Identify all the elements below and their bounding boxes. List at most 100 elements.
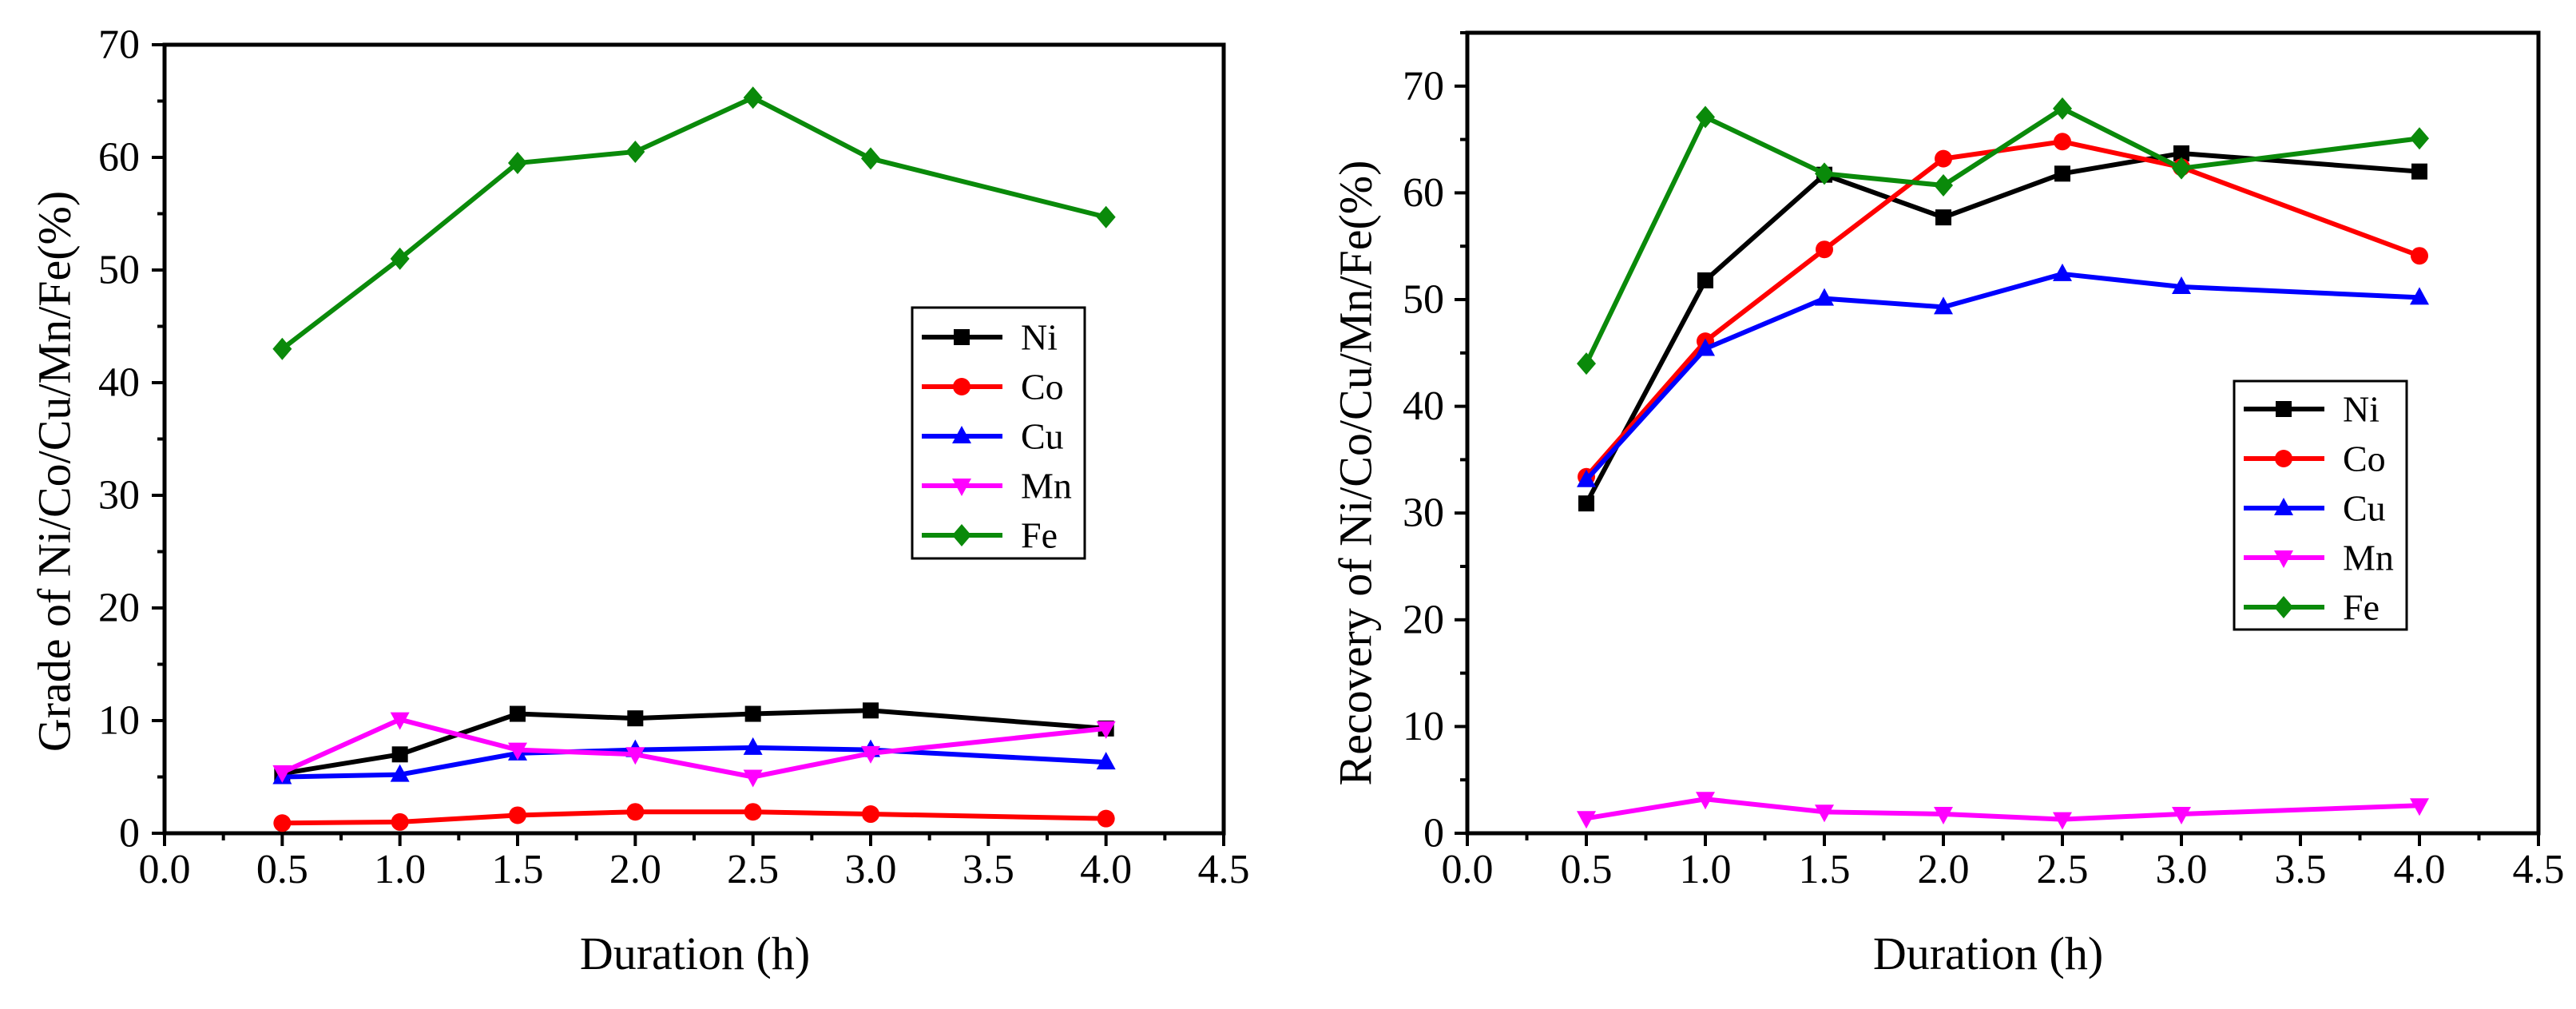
data-point-ni (863, 702, 879, 719)
y-tick-label: 30 (98, 473, 140, 518)
data-point-ni (2173, 145, 2189, 161)
data-point-fe (861, 147, 880, 170)
legend-marker-fe (952, 524, 971, 546)
legend-label-ni: Ni (1021, 317, 1058, 358)
data-point-fe (1815, 162, 1834, 185)
legend-label-mn: Mn (2343, 538, 2394, 578)
series-mn (272, 712, 1116, 788)
data-point-mn (1696, 792, 1715, 810)
data-point-co (1816, 240, 1833, 259)
data-point-ni (510, 705, 526, 722)
x-tick-label: 0.0 (1442, 847, 1494, 892)
legend-label-co: Co (2343, 439, 2386, 479)
data-point-mn (743, 769, 763, 788)
data-point-ni (1578, 495, 1594, 512)
legend-marker-co (953, 378, 970, 395)
data-point-cu (1815, 288, 1834, 306)
data-point-co (626, 803, 645, 821)
data-point-cu (1934, 296, 1953, 315)
legend-marker-co (2275, 450, 2292, 467)
series-fe (272, 86, 1116, 360)
y-tick-label: 60 (1403, 170, 1444, 216)
x-tick-label: 2.5 (727, 847, 779, 892)
x-tick-label: 0.0 (139, 847, 191, 892)
legend-label-fe: Fe (1021, 515, 1058, 556)
data-point-cu (2053, 263, 2072, 281)
x-tick-label: 1.5 (1799, 847, 1851, 892)
x-tick-label: 2.5 (2037, 847, 2089, 892)
data-point-fe (1577, 352, 1596, 375)
data-point-fe (2053, 97, 2072, 120)
data-point-co (509, 806, 526, 824)
legend-box (911, 306, 1086, 560)
recovery-chart: 0.0 0.5 1.0 1.5 2.0 2.5 3.0 3.5 4.0 4.5 0 10 20 30 40 5… (1330, 30, 2565, 979)
data-point-fe (625, 140, 645, 163)
legend: Ni Co Cu Mn Fe (911, 306, 1086, 560)
data-point-fe (508, 152, 527, 175)
y-tick-label: 60 (98, 135, 140, 181)
data-point-fe (2172, 157, 2191, 180)
series-mn (1577, 792, 2429, 830)
y-tick-label: 50 (1403, 277, 1444, 323)
y-tick-label: 0 (1423, 811, 1444, 856)
data-point-mn (390, 712, 410, 730)
series-ni (1578, 145, 2427, 512)
data-point-ni (627, 710, 644, 727)
data-point-co (744, 803, 762, 821)
data-point-co (2411, 247, 2428, 265)
y-axis-label: Grade of Ni/Co/Cu/Mn/Fe(%) (29, 191, 81, 752)
data-point-mn (2172, 806, 2191, 824)
data-point-mn (861, 745, 880, 764)
data-point-co (1935, 149, 1952, 168)
legend: Ni Co Cu Mn Fe (2233, 379, 2408, 631)
legend-marker-ni (954, 329, 970, 345)
data-point-mn (1815, 804, 1834, 823)
y-tick-label: 10 (1403, 704, 1444, 749)
y-tick-label: 30 (1403, 491, 1444, 536)
grade-chart: 0.0 0.5 1.0 1.5 2.0 2.5 3.0 3.5 4.0 4.5 0 10 20 30 40 5… (29, 22, 1250, 980)
x-axis-label: Duration (h) (580, 928, 810, 979)
series-fe (1577, 97, 2429, 375)
x-tick-label: 2.0 (1918, 847, 1970, 892)
data-point-mn (1934, 806, 1953, 824)
data-point-co (2054, 133, 2071, 151)
data-point-cu (1096, 752, 1116, 770)
y-tick-label: 20 (98, 586, 140, 631)
legend-marker-fe (2274, 596, 2293, 618)
x-tick-label: 4.5 (2513, 847, 2565, 892)
legend-label-cu: Cu (1021, 416, 1064, 457)
x-tick-label: 1.5 (492, 847, 544, 892)
x-tick-label: 3.5 (963, 847, 1014, 892)
x-axis-label: Duration (h) (1873, 928, 2103, 979)
data-point-mn (1577, 811, 1596, 829)
data-point-cu (1696, 338, 1715, 356)
legend-label-fe: Fe (2343, 587, 2380, 628)
data-point-fe (272, 337, 292, 360)
data-point-ni (1697, 272, 1713, 288)
data-point-mn (1096, 721, 1116, 739)
x-tick-label: 3.0 (845, 847, 897, 892)
x-tick-label: 2.0 (609, 847, 661, 892)
y-tick-label: 40 (1403, 383, 1444, 429)
data-point-mn (272, 765, 292, 783)
legend-marker-mn (952, 479, 971, 496)
legend-label-ni: Ni (2343, 389, 2380, 430)
data-point-co (391, 812, 409, 831)
data-point-fe (1934, 174, 1953, 197)
legend-label-mn: Mn (1021, 466, 1072, 506)
legend-label-co: Co (1021, 367, 1064, 407)
y-tick-label: 40 (98, 360, 140, 406)
data-point-cu (2410, 287, 2429, 305)
x-tick-label: 4.0 (2394, 847, 2446, 892)
y-axis-label: Recovery of Ni/Co/Cu/Mn/Fe(%) (1330, 161, 1382, 786)
x-tick-label: 4.5 (1198, 847, 1250, 892)
legend-box (2233, 379, 2408, 631)
y-tick-label: 10 (98, 698, 140, 744)
data-point-cu (743, 737, 763, 755)
legend-marker-cu (2274, 498, 2293, 515)
data-point-fe (1096, 205, 1116, 228)
y-tick-label: 20 (1403, 597, 1444, 642)
legend-marker-mn (2274, 550, 2293, 568)
